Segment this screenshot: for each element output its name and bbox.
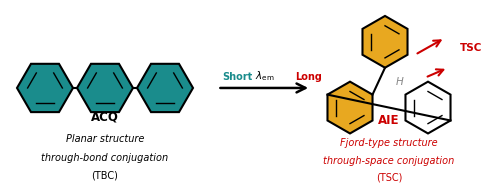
Text: Planar structure: Planar structure — [66, 134, 144, 144]
Text: through-space conjugation: through-space conjugation — [324, 156, 454, 166]
Polygon shape — [328, 82, 372, 133]
Text: (TBC): (TBC) — [92, 171, 118, 181]
Polygon shape — [77, 64, 133, 112]
Text: AIE: AIE — [378, 114, 400, 128]
Text: ACQ: ACQ — [91, 111, 119, 124]
Text: H: H — [396, 77, 404, 87]
Polygon shape — [17, 64, 73, 112]
Text: through-bond conjugation: through-bond conjugation — [42, 153, 168, 163]
Text: TSC: TSC — [460, 43, 482, 53]
Text: (TSC): (TSC) — [376, 173, 402, 183]
Text: Long: Long — [295, 72, 322, 82]
Polygon shape — [406, 82, 450, 133]
Polygon shape — [137, 64, 193, 112]
Text: Fjord-type structure: Fjord-type structure — [340, 138, 438, 148]
Polygon shape — [362, 16, 408, 68]
Text: Short: Short — [222, 72, 253, 82]
Text: $\lambda_{\rm em}$: $\lambda_{\rm em}$ — [255, 69, 274, 83]
